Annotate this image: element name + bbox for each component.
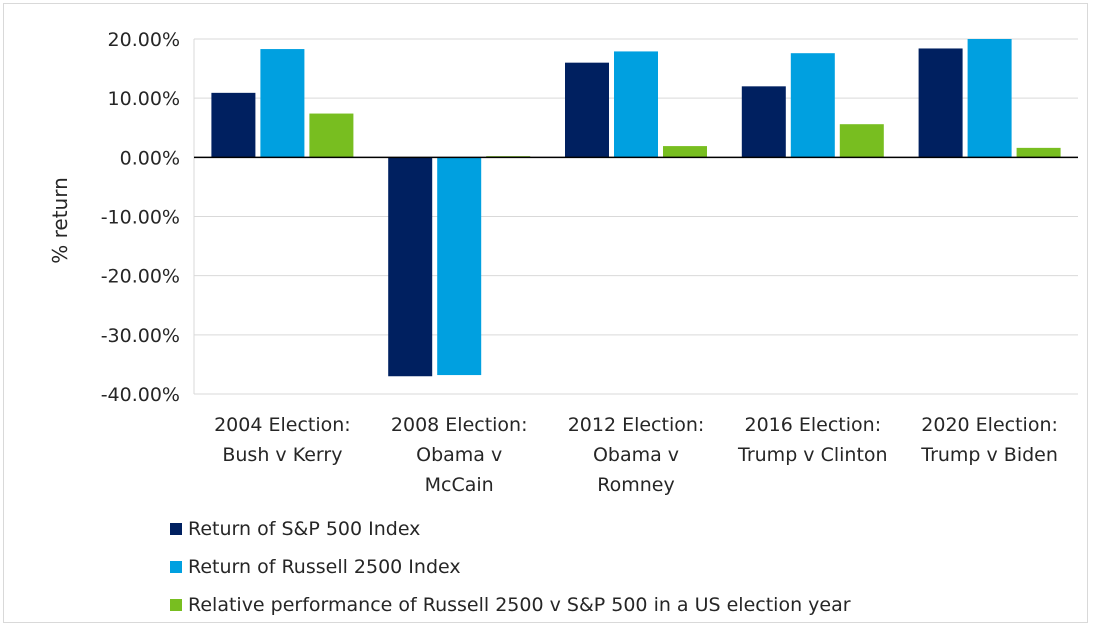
bar — [260, 49, 305, 158]
y-tick-label: 0.00% — [120, 147, 180, 169]
axes: 20.00% 10.00% 0.00% -10.00% -20.00% -30.00% -4… — [101, 29, 1078, 496]
bar — [663, 146, 707, 158]
legend-item: Return of Russell 2500 Index — [170, 548, 851, 586]
x-category-label: 2012 Election: Obama v Romney — [568, 414, 705, 496]
chart-frame: 20.00% 10.00% 0.00% -10.00% -20.00% -30.00% -4… — [3, 3, 1088, 623]
y-tick-label: -30.00% — [101, 325, 180, 347]
legend-swatch — [170, 599, 182, 611]
x-category-label: 2004 Election: Bush v Kerry — [214, 414, 351, 466]
bar — [918, 48, 963, 158]
legend-label: Return of S&P 500 Index — [188, 518, 421, 540]
x-category-label-line: 2008 Election: — [391, 414, 528, 436]
x-category-label-line: 2020 Election: — [921, 414, 1058, 436]
y-tick-label: -10.00% — [101, 207, 180, 229]
x-category-label-line: 2016 Election: — [744, 414, 881, 436]
bar — [309, 113, 354, 158]
legend: Return of S&P 500 Index Return of Russell… — [170, 510, 851, 624]
x-category-label-line: 2004 Election: — [214, 414, 351, 436]
legend-swatch — [170, 523, 182, 535]
legend-label: Relative performance of Russell 2500 v S… — [188, 594, 851, 616]
x-category-label-line: Obama v — [593, 444, 679, 466]
y-tick-label: -40.00% — [101, 384, 180, 406]
legend-item: Return of S&P 500 Index — [170, 510, 851, 548]
bar — [1016, 147, 1061, 158]
y-tick-label: 10.00% — [108, 88, 180, 110]
bar — [967, 39, 1012, 158]
bar-chart: 20.00% 10.00% 0.00% -10.00% -20.00% -30.00% -4… — [48, 29, 1078, 496]
x-category-label-line: Romney — [597, 474, 674, 496]
x-category-label-line: McCain — [425, 474, 494, 496]
y-axis-title: % return — [48, 177, 72, 264]
x-category-label: 2020 Election: Trump v Biden — [920, 414, 1058, 466]
x-category-label-line: Obama v — [416, 444, 502, 466]
bars — [211, 39, 1061, 377]
x-category-label-line: 2012 Election: — [568, 414, 705, 436]
legend-item: Relative performance of Russell 2500 v S… — [170, 586, 851, 624]
y-tick-label: -20.00% — [101, 266, 180, 288]
bar — [388, 157, 433, 377]
bar — [211, 92, 256, 158]
bar — [614, 51, 658, 158]
legend-swatch — [170, 561, 182, 573]
bar — [839, 124, 884, 158]
x-category-label: 2008 Election: Obama v McCain — [391, 414, 528, 496]
bar — [741, 86, 786, 158]
x-category-label-line: Trump v Clinton — [737, 444, 888, 466]
bar — [790, 53, 835, 158]
y-tick-label: 20.00% — [108, 29, 180, 51]
x-category-label-line: Trump v Biden — [920, 444, 1058, 466]
x-category-label-line: Bush v Kerry — [222, 444, 342, 466]
bar — [565, 62, 609, 158]
bar — [437, 157, 482, 376]
x-category-label: 2016 Election: Trump v Clinton — [737, 414, 888, 466]
legend-label: Return of Russell 2500 Index — [188, 556, 461, 578]
